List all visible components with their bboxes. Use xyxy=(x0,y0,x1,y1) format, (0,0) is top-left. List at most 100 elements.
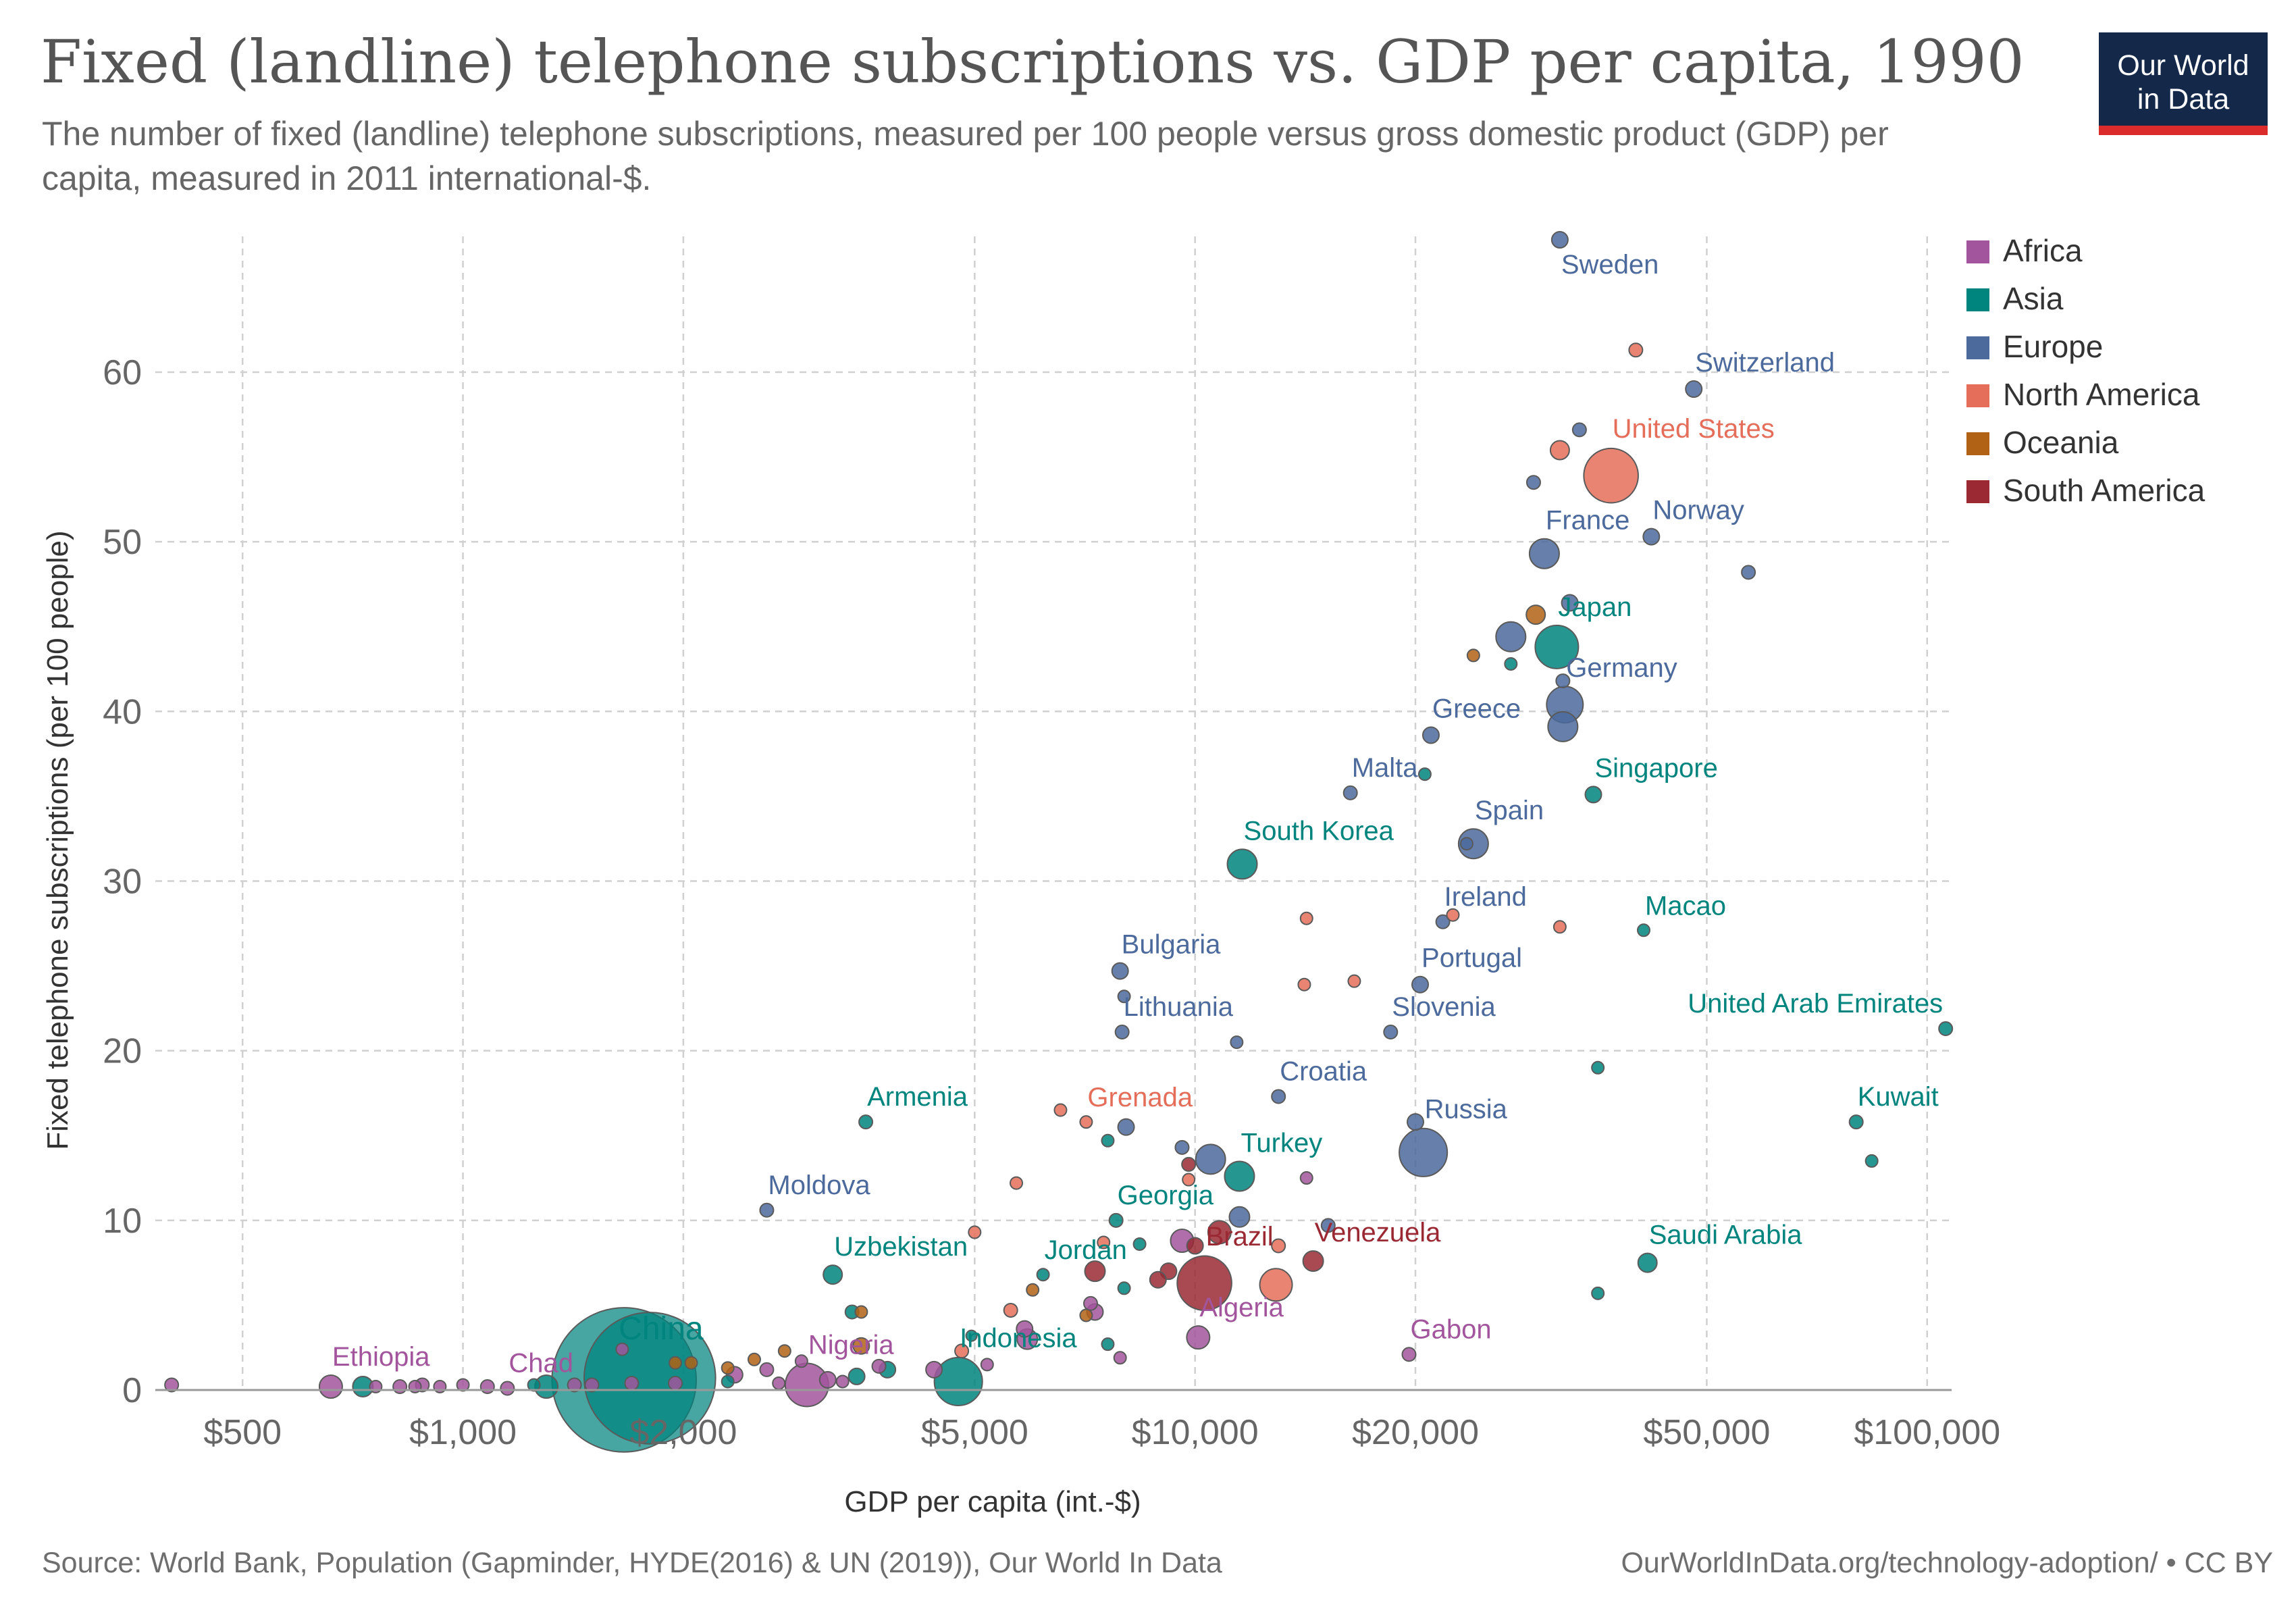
scatter-point[interactable] xyxy=(852,1337,870,1355)
scatter-point[interactable] xyxy=(1224,1160,1255,1192)
scatter-point[interactable] xyxy=(1010,1176,1024,1190)
scatter-point[interactable] xyxy=(965,1329,978,1342)
scatter-point[interactable] xyxy=(871,1358,887,1374)
scatter-point[interactable] xyxy=(667,1375,683,1391)
scatter-point[interactable] xyxy=(1259,1268,1293,1302)
scatter-point[interactable] xyxy=(1186,1325,1211,1350)
legend-label[interactable]: North America xyxy=(2003,377,2200,412)
scatter-point[interactable] xyxy=(818,1370,837,1389)
scatter-point[interactable] xyxy=(1174,1139,1190,1155)
scatter-point[interactable] xyxy=(1495,621,1527,652)
scatter-point[interactable] xyxy=(1101,1133,1115,1148)
scatter-point[interactable] xyxy=(1525,475,1541,490)
scatter-point[interactable] xyxy=(1117,1281,1131,1295)
scatter-point[interactable] xyxy=(1561,594,1579,612)
scatter-point[interactable] xyxy=(721,1361,735,1375)
scatter-point[interactable] xyxy=(1549,440,1570,461)
scatter-point[interactable] xyxy=(1207,1220,1232,1245)
scatter-point[interactable] xyxy=(1026,1283,1040,1297)
scatter-point[interactable] xyxy=(615,1342,629,1356)
scatter-point[interactable] xyxy=(1132,1237,1147,1251)
scatter-point[interactable] xyxy=(1504,657,1518,671)
scatter-point[interactable] xyxy=(1584,786,1602,804)
scatter-point[interactable] xyxy=(1084,1260,1106,1283)
scatter-point[interactable] xyxy=(759,1362,775,1377)
scatter-point[interactable] xyxy=(1528,538,1560,569)
scatter-point[interactable] xyxy=(1636,923,1650,937)
scatter-point[interactable] xyxy=(1101,1337,1115,1352)
legend-label[interactable]: South America xyxy=(2003,473,2206,508)
scatter-point[interactable] xyxy=(1864,1154,1879,1168)
scatter-point[interactable] xyxy=(823,1264,843,1285)
scatter-point[interactable] xyxy=(1347,974,1361,988)
scatter-point[interactable] xyxy=(1053,1103,1068,1117)
source-url[interactable]: OurWorldInData.org/technology-adoption/ … xyxy=(1621,1547,2273,1579)
scatter-point[interactable] xyxy=(954,1343,970,1359)
scatter-point[interactable] xyxy=(567,1377,582,1393)
scatter-point[interactable] xyxy=(1421,726,1440,744)
scatter-point[interactable] xyxy=(1299,1171,1313,1185)
scatter-point[interactable] xyxy=(1571,422,1587,438)
scatter-point[interactable] xyxy=(1113,1351,1127,1365)
scatter-point[interactable] xyxy=(854,1305,868,1319)
scatter-point[interactable] xyxy=(721,1374,735,1389)
scatter-point[interactable] xyxy=(479,1379,495,1394)
scatter-point[interactable] xyxy=(1036,1268,1050,1282)
scatter-point[interactable] xyxy=(1230,1035,1244,1050)
scatter-point[interactable] xyxy=(1550,231,1569,249)
legend-label[interactable]: Africa xyxy=(2003,233,2083,268)
scatter-point[interactable] xyxy=(1383,1025,1399,1040)
scatter-point[interactable] xyxy=(1003,1302,1018,1318)
scatter-point[interactable] xyxy=(684,1356,698,1370)
scatter-point[interactable] xyxy=(1466,648,1480,663)
scatter-point[interactable] xyxy=(1079,1115,1093,1129)
scatter-point[interactable] xyxy=(1182,1173,1196,1187)
scatter-point[interactable] xyxy=(1642,528,1661,546)
scatter-point[interactable] xyxy=(584,1377,600,1393)
legend-swatch[interactable] xyxy=(1966,240,1989,263)
scatter-point[interactable] xyxy=(624,1375,640,1391)
scatter-point[interactable] xyxy=(1114,1025,1130,1040)
scatter-point[interactable] xyxy=(1407,1113,1425,1131)
scatter-point[interactable] xyxy=(777,1344,791,1358)
scatter-point[interactable] xyxy=(1108,1212,1124,1228)
scatter-point[interactable] xyxy=(1848,1114,1864,1130)
scatter-point[interactable] xyxy=(1435,914,1451,929)
scatter-point[interactable] xyxy=(1176,1255,1232,1312)
legend-swatch[interactable] xyxy=(1966,384,1989,407)
scatter-point[interactable] xyxy=(1117,1118,1135,1136)
scatter-point[interactable] xyxy=(794,1354,808,1368)
scatter-point[interactable] xyxy=(1685,380,1703,398)
scatter-point[interactable] xyxy=(318,1374,343,1399)
scatter-point[interactable] xyxy=(933,1356,983,1406)
scatter-point[interactable] xyxy=(1591,1286,1605,1300)
scatter-point[interactable] xyxy=(392,1379,408,1394)
scatter-point[interactable] xyxy=(847,1367,866,1385)
scatter-point[interactable] xyxy=(1555,673,1571,689)
scatter-point[interactable] xyxy=(1637,1252,1658,1273)
scatter-point[interactable] xyxy=(1446,908,1460,922)
scatter-point[interactable] xyxy=(1271,1089,1286,1104)
scatter-point[interactable] xyxy=(968,1225,982,1239)
scatter-point[interactable] xyxy=(980,1358,994,1372)
legend-label[interactable]: Oceania xyxy=(2003,425,2119,460)
scatter-point[interactable] xyxy=(747,1352,761,1366)
legend-label[interactable]: Europe xyxy=(2003,329,2103,364)
scatter-point[interactable] xyxy=(858,1114,874,1130)
scatter-point[interactable] xyxy=(1399,1127,1449,1177)
scatter-point[interactable] xyxy=(772,1376,786,1390)
scatter-point[interactable] xyxy=(1016,1320,1034,1338)
owid-logo[interactable]: Our World in Data xyxy=(2099,32,2268,135)
scatter-point[interactable] xyxy=(668,1356,682,1370)
scatter-point[interactable] xyxy=(1149,1270,1167,1289)
scatter-point[interactable] xyxy=(1938,1021,1954,1036)
scatter-point[interactable] xyxy=(1547,711,1579,742)
scatter-point[interactable] xyxy=(835,1374,850,1389)
scatter-point[interactable] xyxy=(1459,837,1473,851)
scatter-point[interactable] xyxy=(1299,911,1313,925)
scatter-point[interactable] xyxy=(1228,1206,1251,1228)
scatter-point[interactable] xyxy=(1534,624,1580,669)
scatter-point[interactable] xyxy=(1097,1235,1111,1250)
scatter-point[interactable] xyxy=(1417,767,1432,781)
scatter-point[interactable] xyxy=(1117,989,1131,1004)
